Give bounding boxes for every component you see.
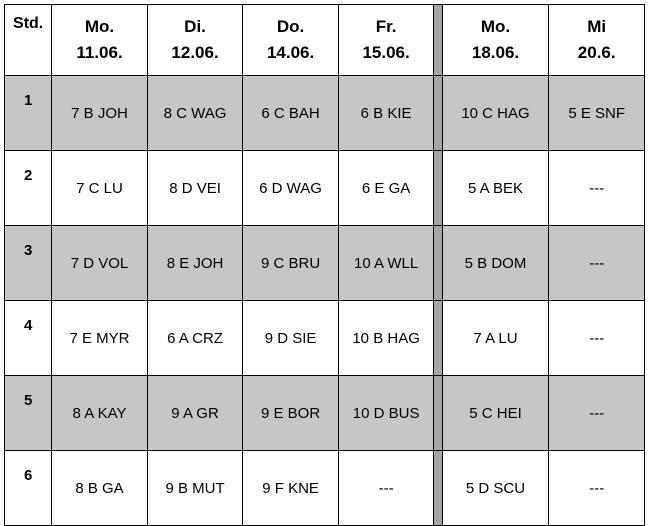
lesson-cell: 10 A WLL: [337, 225, 435, 301]
lesson-cell: 7 A LU: [441, 300, 550, 376]
day-header: Mo. 11.06.: [51, 4, 148, 76]
day-header: Mo. 18.06.: [441, 4, 550, 76]
lesson-cell: 9 E BOR: [242, 375, 339, 451]
lesson-cell: 6 B KIE: [337, 75, 435, 151]
lesson-cell: ---: [337, 450, 435, 526]
period-number: 1: [3, 75, 53, 151]
lesson-cell: 9 C BRU: [242, 225, 339, 301]
lesson-cell: 8 E JOH: [146, 225, 244, 301]
lesson-cell: 7 C LU: [51, 150, 148, 226]
day-date: 18.06.: [471, 43, 520, 62]
lesson-cell: 8 A KAY: [51, 375, 148, 451]
lesson-cell: 10 D BUS: [337, 375, 435, 451]
week-separator: [433, 4, 443, 76]
week-separator: [433, 75, 443, 151]
period-number: 4: [3, 300, 53, 376]
period-number: 3: [3, 225, 53, 301]
lesson-cell: 9 F KNE: [242, 450, 339, 526]
period-number: 2: [3, 150, 53, 226]
day-name: Fr.: [375, 17, 397, 36]
lesson-cell: 6 E GA: [337, 150, 435, 226]
lesson-cell: 8 B GA: [51, 450, 148, 526]
table-row: 1 7 B JOH 8 C WAG 6 C BAH 6 B KIE 10 C H…: [3, 75, 645, 151]
day-date: 15.06.: [362, 43, 410, 62]
lesson-cell: ---: [548, 225, 645, 301]
period-number: 5: [3, 375, 53, 451]
header-row: Std. Mo. 11.06. Di. 12.06. Do. 14.06. Fr. 15…: [3, 4, 645, 76]
lesson-cell: ---: [548, 150, 645, 226]
day-header: Fr. 15.06.: [337, 4, 435, 76]
lesson-cell: 7 B JOH: [51, 75, 148, 151]
lesson-cell: 7 D VOL: [51, 225, 148, 301]
day-name: Mo.: [84, 17, 115, 36]
week-separator: [433, 300, 443, 376]
std-header: Std.: [3, 4, 53, 76]
day-name: Mo.: [480, 17, 511, 36]
day-name: Do.: [276, 17, 305, 36]
table-row: 6 8 B GA 9 B MUT 9 F KNE --- 5 D SCU ---: [3, 450, 645, 526]
lesson-cell: 8 C WAG: [146, 75, 244, 151]
lesson-cell: 5 B DOM: [441, 225, 550, 301]
day-date: 12.06.: [171, 43, 219, 62]
lesson-cell: 9 A GR: [146, 375, 244, 451]
lesson-cell: 6 A CRZ: [146, 300, 244, 376]
lesson-cell: 10 C HAG: [441, 75, 550, 151]
week-separator: [433, 225, 443, 301]
lesson-cell: ---: [548, 300, 645, 376]
day-header: Mi 20.6.: [548, 4, 645, 76]
lesson-cell: 9 B MUT: [146, 450, 244, 526]
timetable: Std. Mo. 11.06. Di. 12.06. Do. 14.06. Fr. 15…: [3, 4, 645, 526]
week-separator: [433, 450, 443, 526]
lesson-cell: 8 D VEI: [146, 150, 244, 226]
week-separator: [433, 150, 443, 226]
table-row: 3 7 D VOL 8 E JOH 9 C BRU 10 A WLL 5 B D…: [3, 225, 645, 301]
lesson-cell: 5 E SNF: [548, 75, 645, 151]
lesson-cell: 6 C BAH: [242, 75, 339, 151]
table-row: 2 7 C LU 8 D VEI 6 D WAG 6 E GA 5 A BEK …: [3, 150, 645, 226]
table-row: 5 8 A KAY 9 A GR 9 E BOR 10 D BUS 5 C HE…: [3, 375, 645, 451]
lesson-cell: 10 B HAG: [337, 300, 435, 376]
lesson-cell: 5 A BEK: [441, 150, 550, 226]
lesson-cell: ---: [548, 375, 645, 451]
week-separator: [433, 375, 443, 451]
day-date: 20.6.: [577, 43, 616, 62]
day-header: Di. 12.06.: [146, 4, 244, 76]
table-row: 4 7 E MYR 6 A CRZ 9 D SIE 10 B HAG 7 A L…: [3, 300, 645, 376]
period-number: 6: [3, 450, 53, 526]
day-name: Di.: [184, 17, 206, 36]
lesson-cell: 6 D WAG: [242, 150, 339, 226]
lesson-cell: 5 D SCU: [441, 450, 550, 526]
lesson-cell: ---: [548, 450, 645, 526]
day-header: Do. 14.06.: [242, 4, 339, 76]
day-date: 14.06.: [266, 43, 315, 62]
day-name: Mi: [587, 17, 607, 36]
lesson-cell: 9 D SIE: [242, 300, 339, 376]
lesson-cell: 5 C HEI: [441, 375, 550, 451]
day-date: 11.06.: [76, 43, 123, 62]
lesson-cell: 7 E MYR: [51, 300, 148, 376]
